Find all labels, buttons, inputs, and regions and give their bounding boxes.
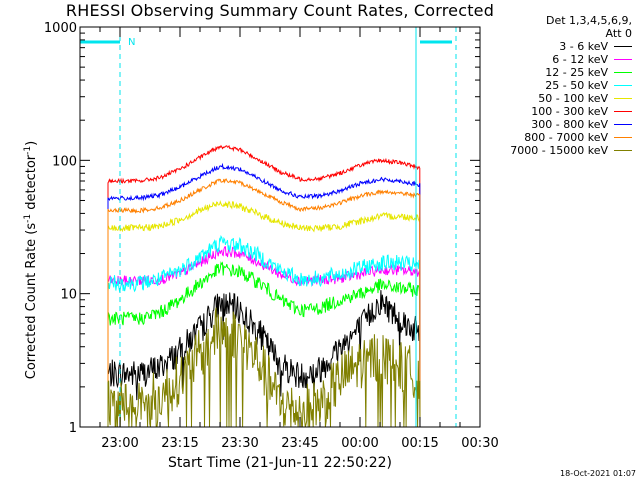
legend-label: 3 - 6 keV xyxy=(559,40,608,53)
chart-legend: 3 - 6 keV 6 - 12 keV 12 - 25 keV 25 - 50 ke… xyxy=(470,40,634,157)
y-tick-label: 100 xyxy=(52,154,77,169)
legend-entry: 3 - 6 keV xyxy=(470,40,634,53)
legend-swatch xyxy=(614,59,632,60)
legend-label: 7000 - 15000 keV xyxy=(510,144,608,157)
series-line xyxy=(107,261,421,428)
chart-title: RHESSI Observing Summary Count Rates, Co… xyxy=(65,1,495,20)
legend-swatch xyxy=(614,111,632,112)
x-tick-label: 23:45 xyxy=(281,436,318,451)
y-tick-label: 10 xyxy=(60,288,77,303)
y-tick-label: 1000 xyxy=(44,21,77,36)
x-tick-label: 00:15 xyxy=(401,436,438,451)
legend-entry: 300 - 800 keV xyxy=(470,118,634,131)
legend-label: 12 - 25 keV xyxy=(545,66,608,79)
annotation-label: N xyxy=(128,37,135,48)
y-tick-label: 1 xyxy=(69,421,77,436)
x-tick-label: 23:30 xyxy=(221,436,258,451)
legend-label: 300 - 800 keV xyxy=(531,118,608,131)
legend-swatch xyxy=(614,85,632,86)
legend-swatch xyxy=(614,124,632,125)
legend-swatch xyxy=(614,72,632,73)
legend-entry: 12 - 25 keV xyxy=(470,66,634,79)
legend-entry: 50 - 100 keV xyxy=(470,92,634,105)
legend-swatch xyxy=(614,98,632,99)
legend-label: 800 - 7000 keV xyxy=(524,131,608,144)
x-tick-label: 23:15 xyxy=(161,436,198,451)
series-line xyxy=(107,290,421,428)
series-line xyxy=(107,307,421,428)
legend-swatch xyxy=(614,137,632,138)
legend-entry: 25 - 50 keV xyxy=(470,79,634,92)
series-line xyxy=(107,235,421,428)
legend-entry: 800 - 7000 keV xyxy=(470,131,634,144)
legend-detectors: Det 1,3,4,5,6,9, xyxy=(545,14,632,27)
legend-attenuator: Att 0 xyxy=(605,27,632,40)
series-line xyxy=(107,200,421,428)
series-line xyxy=(107,178,421,428)
legend-entry: 6 - 12 keV xyxy=(470,53,634,66)
x-axis-title: Start Time (21-Jun-11 22:50:22) xyxy=(168,455,392,471)
legend-entry: 100 - 300 keV xyxy=(470,105,634,118)
x-tick-label: 00:30 xyxy=(461,436,498,451)
legend-label: 25 - 50 keV xyxy=(545,79,608,92)
y-axis-title: Corrected Count Rate (s-1 detector-1) xyxy=(22,140,40,380)
legend-label: 100 - 300 keV xyxy=(531,105,608,118)
legend-swatch xyxy=(614,150,632,151)
series-line xyxy=(107,144,421,428)
legend-swatch xyxy=(614,46,632,47)
legend-label: 6 - 12 keV xyxy=(552,53,608,66)
legend-entry: 7000 - 15000 keV xyxy=(470,144,634,157)
series-line xyxy=(107,162,421,428)
x-tick-label: 23:00 xyxy=(101,436,138,451)
date-stamp: 18-Oct-2021 01:07 xyxy=(560,469,636,478)
x-tick-label: 00:00 xyxy=(341,436,378,451)
legend-label: 50 - 100 keV xyxy=(538,92,608,105)
